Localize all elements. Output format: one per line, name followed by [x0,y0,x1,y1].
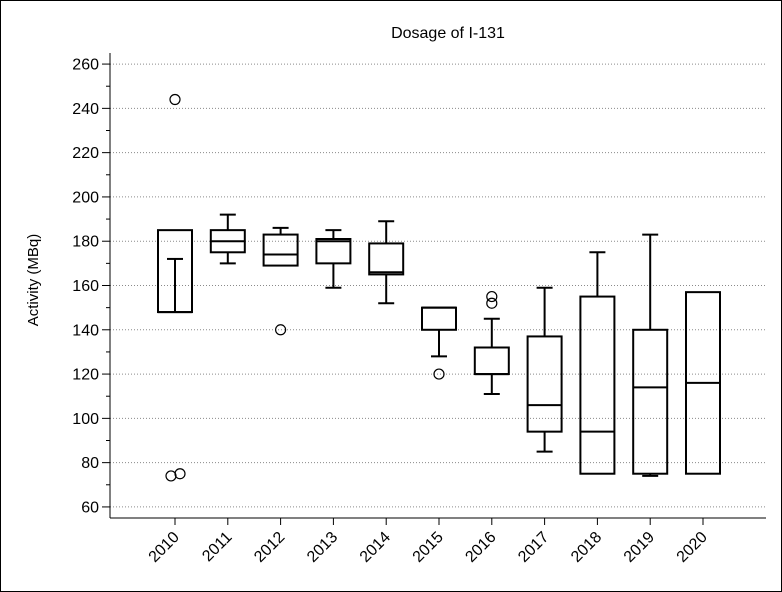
box-iqr [368,242,405,276]
box-2012 [262,226,299,336]
box-iqr [315,238,352,265]
x-tick-label: 2016 [462,529,499,566]
x-tick-label: 2017 [515,529,552,566]
box-2016 [473,290,510,395]
x-tick-label: 2013 [304,529,341,566]
box-2010 [157,93,193,482]
boxes-group [157,93,721,482]
y-tick-label: 160 [72,278,99,295]
chart-title: Dosage of I-131 [391,25,505,42]
y-tick-label: 120 [72,367,99,384]
x-tick-label: 2010 [146,529,183,566]
x-tick-label: 2020 [674,529,711,566]
box-2017 [526,286,563,453]
box-2011 [209,213,246,265]
y-axis-label: Activity (MBq) [25,234,42,327]
x-tick-label: 2015 [410,529,447,566]
outlier-point [169,93,181,106]
box-iqr [579,295,616,475]
y-tick-label: 260 [72,57,99,74]
y-tick-label: 180 [72,234,99,251]
x-tick-label: 2012 [251,529,288,566]
x-tick-label: 2018 [568,529,605,566]
outlier-point [486,297,498,309]
box-iqr [526,335,563,433]
x-axis-ticks: 2010 2011 2012 2013 2014 2015 2016 2017 2018 2019… [146,518,711,566]
box-2013 [315,229,352,289]
box-2019 [632,233,669,477]
y-tick-label: 100 [72,411,99,428]
box-iqr [262,233,299,267]
x-tick-label: 2014 [357,529,394,566]
x-tick-label: 2011 [199,529,235,565]
y-tick-label: 140 [72,322,99,339]
box-iqr [421,306,457,331]
y-tick-label: 80 [81,455,99,472]
x-tick-label: 2019 [621,529,658,566]
outlier-point [433,368,445,380]
outlier-point [165,470,177,482]
outlier-point [174,468,186,480]
y-tick-label: 220 [72,145,99,162]
outlier-point [275,324,287,336]
y-tick-label: 200 [72,189,99,206]
y-axis-ticks: 60 80 100 120 140 160 180 200 220 240 260 [72,57,110,516]
box-2018 [579,251,616,475]
box-2014 [368,220,405,305]
y-tick-label: 240 [72,101,99,118]
box-2015 [421,306,457,380]
box-2020 [685,291,721,475]
box-iqr [632,328,669,475]
y-tick-label: 60 [81,499,99,516]
box-iqr [473,346,510,376]
outlier-point [486,290,498,303]
